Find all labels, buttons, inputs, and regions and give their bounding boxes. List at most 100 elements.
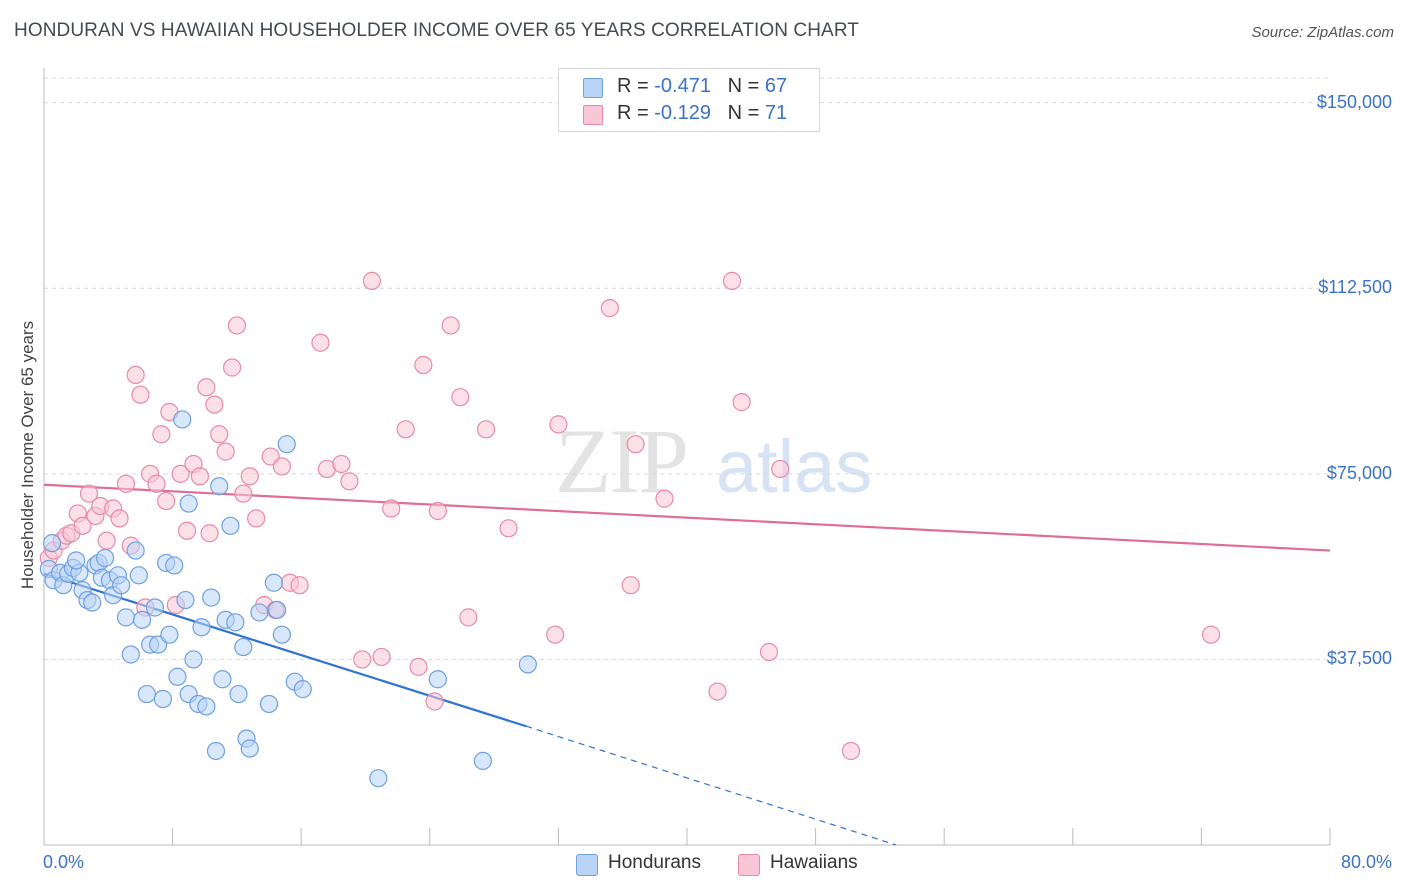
chart-title: HONDURAN VS HAWAIIAN HOUSEHOLDER INCOME … bbox=[14, 20, 860, 41]
data-point-hondurans bbox=[197, 697, 216, 716]
y-tick-label: $150,000 bbox=[1316, 91, 1392, 112]
data-point-hondurans bbox=[112, 576, 131, 595]
data-point-hawaiians bbox=[171, 464, 190, 483]
data-point-hawaiians bbox=[116, 474, 136, 493]
watermark-atlas: atlas bbox=[716, 425, 872, 508]
data-point-hawaiians bbox=[200, 524, 219, 543]
data-point-hondurans bbox=[192, 618, 211, 637]
legend-row-hawaiians: R = -0.129 N = 71 bbox=[583, 102, 787, 126]
data-point-hawaiians bbox=[722, 271, 742, 290]
trend-line-hondurans-extension bbox=[526, 725, 897, 846]
data-point-hondurans bbox=[221, 516, 240, 535]
y-tick-label: $75,000 bbox=[1326, 462, 1392, 483]
data-point-hondurans bbox=[165, 556, 184, 575]
legend-row-hondurans: R = -0.471 N = 67 bbox=[583, 75, 787, 99]
data-point-hawaiians bbox=[621, 576, 640, 595]
data-point-hawaiians bbox=[97, 531, 116, 550]
data-point-hawaiians bbox=[441, 316, 460, 335]
data-point-hawaiians bbox=[841, 741, 861, 761]
legend-n-label: N = bbox=[727, 75, 765, 97]
data-point-hawaiians bbox=[372, 647, 391, 667]
legend-r-value: -0.471 bbox=[654, 75, 711, 97]
legend-r-label: R = bbox=[617, 75, 655, 97]
bottom-legend-label-hondurans: Hondurans bbox=[608, 852, 701, 873]
data-point-hondurans bbox=[240, 739, 259, 758]
data-point-hawaiians bbox=[147, 474, 166, 493]
trend-line-hawaiians bbox=[43, 483, 1331, 552]
x-tick-label-max: 80.0% bbox=[1340, 852, 1392, 872]
data-point-hondurans bbox=[518, 655, 537, 674]
data-point-hondurans bbox=[259, 694, 279, 714]
data-point-hawaiians bbox=[476, 420, 496, 439]
data-point-hondurans bbox=[293, 680, 312, 699]
data-point-hondurans bbox=[176, 590, 195, 610]
data-point-hondurans bbox=[137, 684, 156, 704]
data-point-hondurans bbox=[153, 689, 173, 709]
legend-text-hawaiians: R = -0.129 N = 71 bbox=[617, 102, 787, 125]
axes bbox=[43, 68, 1331, 846]
bottom-legend-swatch-hondurans bbox=[576, 854, 598, 876]
data-point-hondurans bbox=[184, 650, 203, 669]
legend-r-value: -0.129 bbox=[654, 102, 711, 124]
y-tick-label: $112,500 bbox=[1318, 277, 1392, 298]
data-point-hawaiians bbox=[290, 576, 309, 595]
data-point-hondurans bbox=[229, 684, 248, 704]
data-point-hondurans bbox=[264, 573, 283, 592]
data-point-hondurans bbox=[173, 410, 192, 429]
data-point-hawaiians bbox=[79, 484, 99, 503]
legend-text-hondurans: R = -0.471 N = 67 bbox=[617, 75, 787, 98]
data-point-hondurans bbox=[206, 741, 226, 761]
data-point-hawaiians bbox=[708, 682, 727, 701]
data-point-hawaiians bbox=[499, 519, 518, 538]
data-point-hondurans bbox=[160, 625, 179, 644]
data-point-hawaiians bbox=[626, 435, 645, 454]
data-point-hondurans bbox=[67, 551, 86, 570]
data-point-hawaiians bbox=[546, 625, 565, 644]
source-label: Source: ZipAtlas.com bbox=[1251, 24, 1394, 41]
data-point-hawaiians bbox=[126, 365, 145, 385]
data-point-hawaiians bbox=[409, 657, 428, 676]
data-point-hondurans bbox=[272, 625, 292, 644]
x-tick-label-min: 0.0% bbox=[43, 852, 85, 872]
data-point-hawaiians bbox=[190, 467, 210, 486]
data-point-hawaiians bbox=[732, 393, 751, 412]
y-axis-title: Householder Income Over 65 years bbox=[18, 320, 37, 590]
data-point-hawaiians bbox=[311, 333, 330, 352]
data-point-hawaiians bbox=[771, 459, 790, 479]
data-point-hondurans bbox=[83, 593, 102, 612]
data-point-hawaiians bbox=[332, 454, 351, 474]
data-point-hawaiians bbox=[362, 271, 382, 290]
legend: R = -0.471 N = 67 R = -0.129 N = 71 bbox=[558, 68, 820, 132]
bottom-legend-swatch-hawaiians bbox=[738, 854, 760, 876]
data-point-hondurans bbox=[116, 608, 136, 627]
data-point-hondurans bbox=[95, 548, 115, 568]
legend-n-value: 67 bbox=[764, 75, 788, 97]
legend-n-value: 71 bbox=[764, 102, 788, 124]
data-point-hondurans bbox=[213, 670, 232, 689]
data-point-hawaiians bbox=[240, 467, 259, 486]
data-point-hawaiians bbox=[247, 509, 266, 528]
trend-lines bbox=[43, 483, 1331, 846]
data-point-hawaiians bbox=[759, 642, 779, 662]
data-point-hawaiians bbox=[157, 491, 176, 511]
data-point-hawaiians bbox=[205, 395, 224, 414]
data-point-hondurans bbox=[126, 541, 145, 560]
data-point-hawaiians bbox=[428, 501, 447, 521]
data-point-hondurans bbox=[250, 603, 269, 622]
data-point-hawaiians bbox=[549, 415, 568, 434]
data-point-hawaiians bbox=[353, 650, 372, 669]
data-point-hawaiians bbox=[234, 484, 253, 503]
legend-swatch-hondurans bbox=[583, 78, 603, 98]
data-point-hawaiians bbox=[227, 316, 246, 335]
data-point-hondurans bbox=[202, 588, 221, 607]
data-point-hondurans bbox=[210, 477, 229, 496]
data-point-hawaiians bbox=[110, 509, 129, 528]
trend-line-hondurans bbox=[43, 572, 527, 728]
data-point-hawaiians bbox=[131, 385, 150, 404]
data-point-hawaiians bbox=[459, 608, 478, 627]
data-point-hondurans bbox=[179, 494, 198, 513]
bottom-legend-label-hawaiians: Hawaiians bbox=[770, 852, 858, 873]
data-point-hondurans bbox=[277, 435, 296, 454]
watermark: ZIP atlas bbox=[555, 410, 872, 512]
data-point-hondurans bbox=[369, 769, 388, 788]
